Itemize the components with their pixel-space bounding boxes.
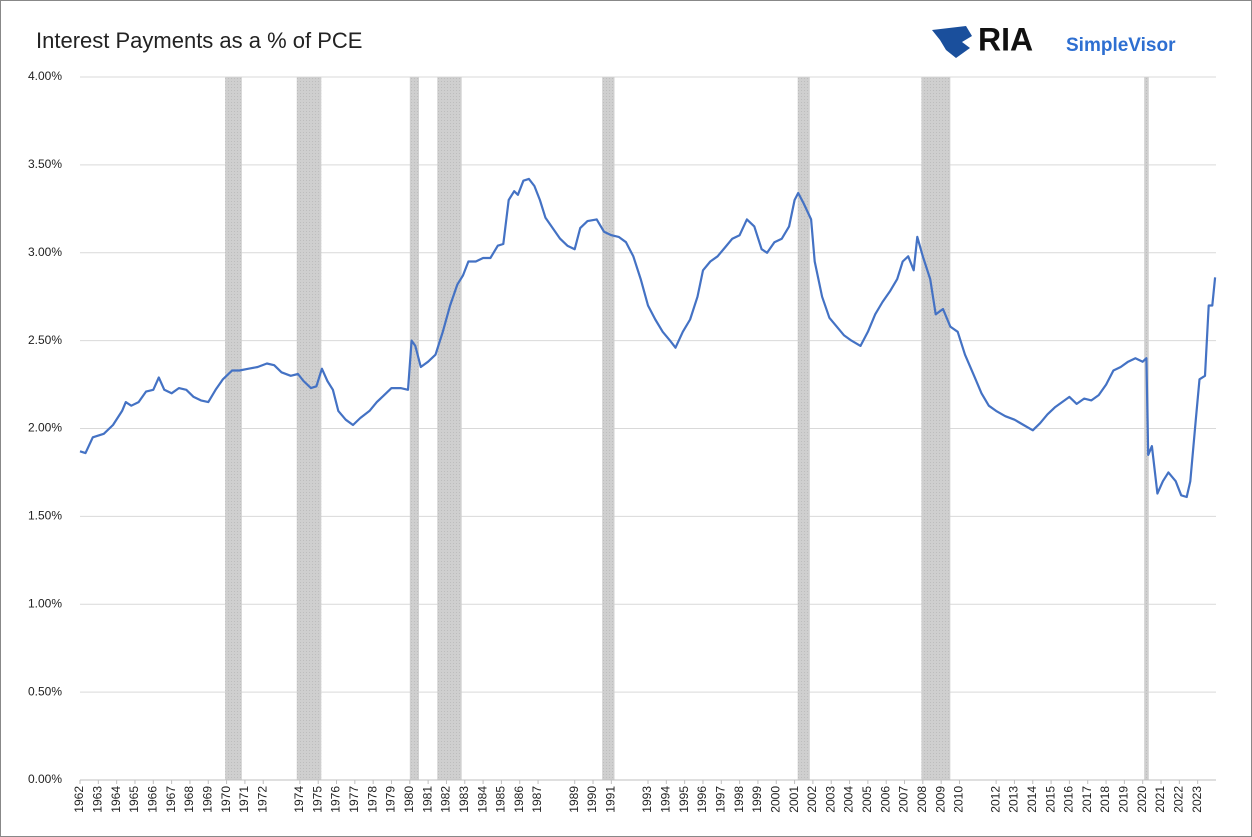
x-tick-label: 2017 [1080, 786, 1094, 813]
x-tick-label: 1968 [182, 786, 196, 813]
x-tick-label: 1991 [604, 786, 618, 813]
logo-name: RIA [978, 21, 1033, 57]
recession-band [437, 77, 462, 780]
x-tick-label: 1995 [677, 786, 691, 813]
x-tick-label: 1967 [164, 786, 178, 813]
x-tick-label: 1994 [658, 786, 672, 813]
x-tick-label: 1986 [512, 786, 526, 813]
x-tick-label: 2008 [915, 786, 929, 813]
x-tick-label: 1965 [127, 786, 141, 813]
recession-band [1144, 77, 1149, 780]
y-tick-label: 1.00% [28, 596, 62, 610]
x-tick-label: 1976 [329, 786, 343, 813]
x-tick-label: 1969 [200, 786, 214, 813]
x-tick-label: 1966 [145, 786, 159, 813]
logo-icon [932, 26, 972, 58]
data-line [79, 177, 1217, 499]
x-tick-label: 1983 [457, 786, 471, 813]
x-tick-label: 1987 [530, 786, 544, 813]
x-tick-label: 1993 [640, 786, 654, 813]
recession-band [296, 77, 322, 780]
recession-band [797, 77, 810, 780]
x-tick-label: 1998 [732, 786, 746, 813]
y-tick-label: 0.00% [28, 772, 62, 786]
chart-title: Interest Payments as a % of PCE [36, 28, 362, 53]
y-tick-label: 2.50% [28, 333, 62, 347]
y-tick-label: 1.50% [28, 509, 62, 523]
x-tick-label: 1980 [402, 786, 416, 813]
x-tick-label: 1978 [365, 786, 379, 813]
x-tick-label: 2010 [952, 786, 966, 813]
x-tick-label: 2003 [823, 786, 837, 813]
y-tick-label: 3.00% [28, 245, 62, 259]
x-tick-label: 1990 [585, 786, 599, 813]
x-tick-label: 1962 [72, 786, 86, 813]
x-tick-label: 2015 [1043, 786, 1057, 813]
x-tick-label: 2004 [842, 786, 856, 813]
y-tick-label: 3.50% [28, 157, 62, 171]
x-tick-label: 2018 [1098, 786, 1112, 813]
x-tick-label: 1972 [255, 786, 269, 813]
logo: RIA SimpleVisor [932, 21, 1176, 58]
x-tick-label: 2023 [1190, 786, 1204, 813]
y-tick-label: 0.50% [28, 684, 62, 698]
x-tick-label: 1975 [310, 786, 324, 813]
x-tick-label: 1970 [219, 786, 233, 813]
x-tick-label: 1985 [494, 786, 508, 813]
x-tick-label: 1963 [90, 786, 104, 813]
x-tick-label: 1999 [750, 786, 764, 813]
x-tick-label: 2000 [768, 786, 782, 813]
x-tick-label: 1979 [384, 786, 398, 813]
x-tick-label: 2014 [1025, 786, 1039, 813]
x-tick-label: 1981 [420, 786, 434, 813]
logo-product: SimpleVisor [1066, 35, 1176, 56]
x-tick-label: 2006 [878, 786, 892, 813]
x-tick-label: 1977 [347, 786, 361, 813]
x-tick-label: 2007 [897, 786, 911, 813]
recession-band [602, 77, 615, 780]
x-tick-label: 2005 [860, 786, 874, 813]
y-tick-label: 2.00% [28, 421, 62, 435]
x-tick-label: 2022 [1172, 786, 1186, 813]
x-tick-label: 2020 [1135, 786, 1149, 813]
x-tick-label: 1982 [439, 786, 453, 813]
x-tick-label: 1971 [237, 786, 251, 813]
recession-band [409, 77, 419, 780]
x-tick-label: 2021 [1153, 786, 1167, 813]
x-tick-label: 2009 [933, 786, 947, 813]
x-tick-label: 1984 [475, 786, 489, 813]
x-tick-label: 1996 [695, 786, 709, 813]
recession-band [921, 77, 951, 780]
x-tick-label: 1997 [713, 786, 727, 813]
x-tick-label: 1989 [567, 786, 581, 813]
x-tick-label: 2002 [805, 786, 819, 813]
x-tick-label: 1974 [292, 786, 306, 813]
x-tick-label: 2016 [1062, 786, 1076, 813]
recession-band [225, 77, 242, 780]
x-tick-label: 2001 [787, 786, 801, 813]
x-tick-label: 2012 [988, 786, 1002, 813]
x-tick-label: 2013 [1007, 786, 1021, 813]
x-tick-label: 1964 [109, 786, 123, 813]
x-tick-label: 2019 [1117, 786, 1131, 813]
y-tick-label: 4.00% [28, 69, 62, 83]
